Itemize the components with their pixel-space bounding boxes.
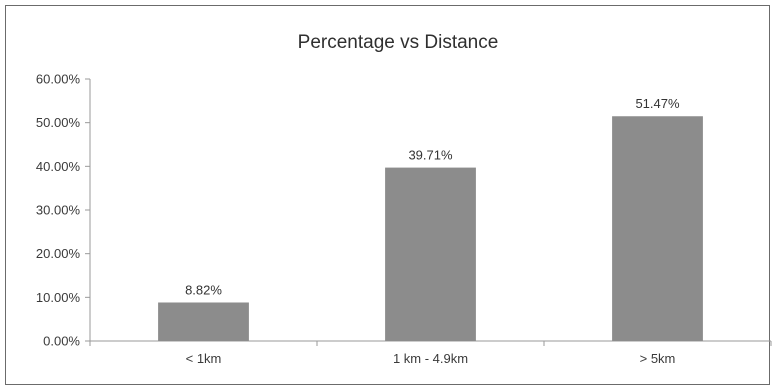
y-tick-label: 10.00% <box>36 290 81 305</box>
y-tick-label: 40.00% <box>36 159 81 174</box>
x-tick-label: < 1km <box>186 351 222 366</box>
bar <box>612 116 703 341</box>
bars <box>158 116 703 341</box>
x-tick-label: 1 km - 4.9km <box>393 351 468 366</box>
chart-title: Percentage vs Distance <box>298 32 499 53</box>
y-tick-label: 30.00% <box>36 203 81 218</box>
y-tick-label: 20.00% <box>36 246 81 261</box>
bar <box>385 167 476 341</box>
y-tick-label: 0.00% <box>43 334 80 349</box>
x-axis: < 1km 1 km - 4.9km > 5km <box>89 340 772 366</box>
bar-data-label: 39.71% <box>408 148 453 163</box>
bar-data-label: 8.82% <box>185 282 222 297</box>
y-tick-label: 60.00% <box>36 72 81 87</box>
data-labels: 8.82% 39.71% 51.47% <box>185 96 680 297</box>
y-axis: 0.00% 10.00% 20.00% 30.00% 40.00% 50.00% 60.00… <box>36 72 91 349</box>
bar <box>158 302 249 341</box>
x-tick-label: > 5km <box>640 351 676 366</box>
y-tick-label: 50.00% <box>36 115 81 130</box>
bar-data-label: 51.47% <box>635 96 680 111</box>
